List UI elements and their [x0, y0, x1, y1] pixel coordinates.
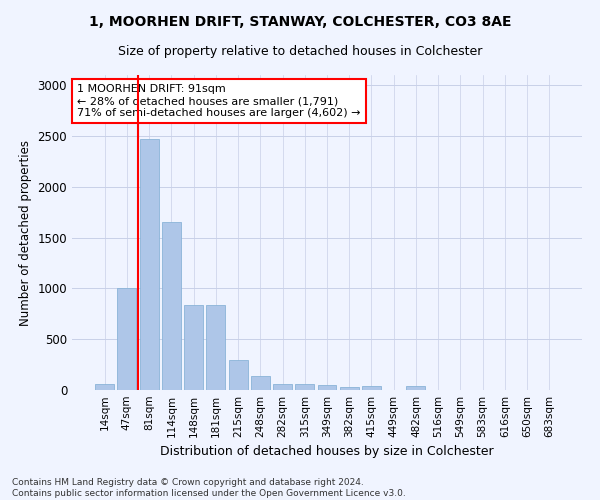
Bar	[206, 304, 225, 390]
Bar	[162, 222, 181, 390]
Bar	[406, 386, 425, 390]
Bar	[140, 139, 158, 390]
Y-axis label: Number of detached properties: Number of detached properties	[19, 140, 32, 326]
Text: Contains HM Land Registry data © Crown copyright and database right 2024.
Contai: Contains HM Land Registry data © Crown c…	[12, 478, 406, 498]
Bar	[184, 304, 203, 390]
Text: Size of property relative to detached houses in Colchester: Size of property relative to detached ho…	[118, 45, 482, 58]
Text: 1, MOORHEN DRIFT, STANWAY, COLCHESTER, CO3 8AE: 1, MOORHEN DRIFT, STANWAY, COLCHESTER, C…	[89, 15, 511, 29]
Bar	[340, 388, 359, 390]
Bar	[317, 386, 337, 390]
X-axis label: Distribution of detached houses by size in Colchester: Distribution of detached houses by size …	[160, 446, 494, 458]
Bar	[362, 386, 381, 390]
Text: 1 MOORHEN DRIFT: 91sqm
← 28% of detached houses are smaller (1,791)
71% of semi-: 1 MOORHEN DRIFT: 91sqm ← 28% of detached…	[77, 84, 361, 117]
Bar	[229, 360, 248, 390]
Bar	[273, 384, 292, 390]
Bar	[251, 376, 270, 390]
Bar	[295, 384, 314, 390]
Bar	[118, 288, 136, 390]
Bar	[95, 384, 114, 390]
